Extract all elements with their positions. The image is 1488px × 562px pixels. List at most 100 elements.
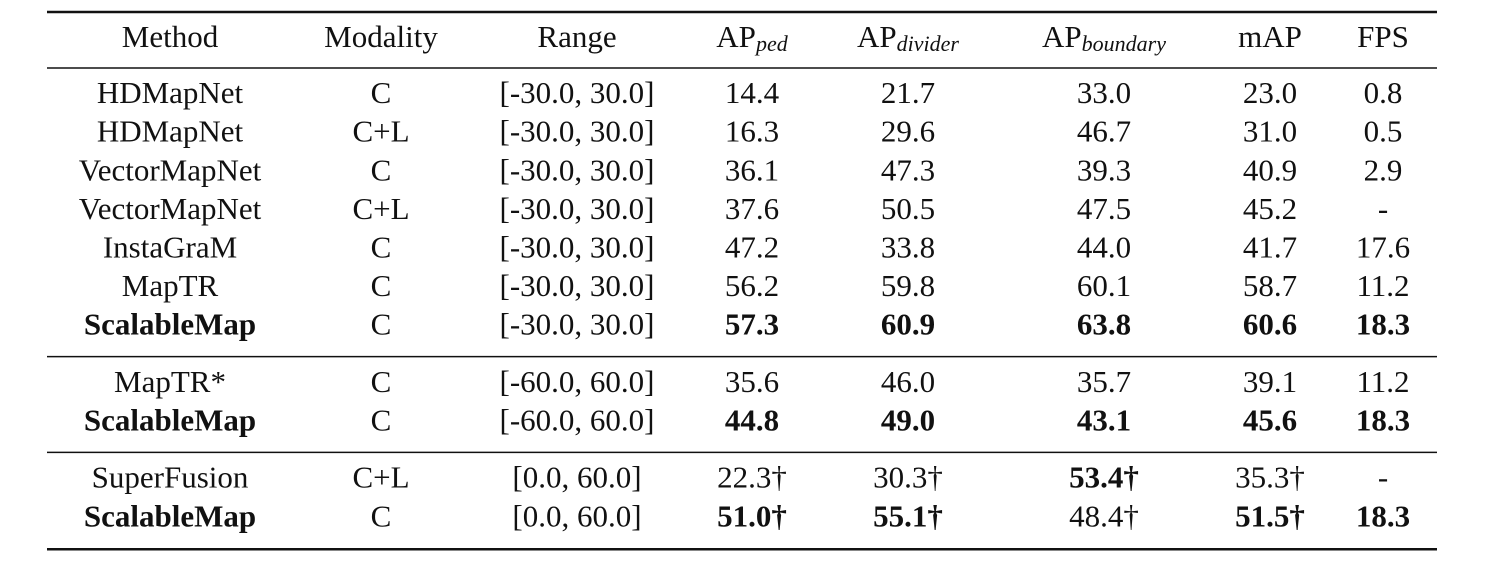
cell: 60.9 [881, 307, 935, 342]
cell: 21.7 [881, 75, 935, 110]
cell: 59.8 [881, 268, 935, 303]
cell: 35.6 [725, 364, 779, 399]
cell: [-30.0, 30.0] [500, 75, 655, 110]
cell: C+L [352, 191, 409, 226]
header-text: AP [857, 19, 897, 54]
cell: 46.7 [1077, 114, 1131, 149]
column-header: Method [122, 19, 219, 54]
cell: C [371, 364, 392, 399]
cell: 41.7 [1243, 230, 1297, 265]
cell: ScalableMap [84, 307, 256, 342]
column-header: APped [716, 19, 788, 56]
header-text: Modality [324, 19, 438, 54]
cell: 51.5† [1235, 498, 1305, 533]
cell: 45.6 [1243, 403, 1297, 438]
cell: 55.1† [873, 498, 943, 533]
cell: 45.2 [1243, 191, 1297, 226]
cell: C [371, 403, 392, 438]
cell: [-60.0, 60.0] [500, 364, 655, 399]
cell: 37.6 [725, 191, 779, 226]
cell: 18.3 [1356, 403, 1410, 438]
cell: 30.3† [873, 460, 943, 495]
cell: C [371, 230, 392, 265]
cell: - [1378, 460, 1388, 495]
header-subscript: boundary [1082, 31, 1167, 56]
header-text: Method [122, 19, 219, 54]
cell: 43.1 [1077, 403, 1131, 438]
cell: 36.1 [725, 152, 779, 187]
cell: [-30.0, 30.0] [500, 152, 655, 187]
cell: 33.0 [1077, 75, 1131, 110]
cell: 49.0 [881, 403, 935, 438]
header-text: mAP [1238, 19, 1302, 54]
cell: C [371, 498, 392, 533]
cell: 14.4 [725, 75, 780, 110]
header-text: FPS [1357, 19, 1409, 54]
cell: 58.7 [1243, 268, 1297, 303]
cell: C [371, 307, 392, 342]
cell: 11.2 [1356, 268, 1409, 303]
cell: 39.1 [1243, 364, 1297, 399]
cell: C+L [352, 460, 409, 495]
cell: 29.6 [881, 114, 935, 149]
cell: 60.6 [1243, 307, 1297, 342]
cell: [-30.0, 30.0] [500, 230, 655, 265]
cell: 56.2 [725, 268, 779, 303]
cell: 31.0 [1243, 114, 1297, 149]
cell: 53.4† [1069, 460, 1139, 495]
cell: 40.9 [1243, 152, 1297, 187]
cell: 2.9 [1364, 152, 1403, 187]
cell: 18.3 [1356, 307, 1410, 342]
cell: 44.0 [1077, 230, 1131, 265]
cell: 50.5 [881, 191, 935, 226]
header-text: Range [537, 19, 616, 54]
cell: C [371, 152, 392, 187]
cell: 51.0† [717, 498, 787, 533]
cell: 35.3† [1235, 460, 1305, 495]
cell: 33.8 [881, 230, 935, 265]
column-header: Modality [324, 19, 438, 54]
cell: 22.3† [717, 460, 787, 495]
cell: 47.3 [881, 152, 935, 187]
cell: 57.3 [725, 307, 779, 342]
cell: [-30.0, 30.0] [500, 191, 655, 226]
column-header: FPS [1357, 19, 1409, 54]
cell: [0.0, 60.0] [512, 498, 641, 533]
cell: VectorMapNet [79, 191, 262, 226]
cell: [-30.0, 30.0] [500, 307, 655, 342]
cell: HDMapNet [97, 75, 244, 110]
cell: C+L [352, 114, 409, 149]
cell: VectorMapNet [79, 152, 262, 187]
cell: 18.3 [1356, 498, 1410, 533]
cell: 11.2 [1356, 364, 1409, 399]
cell: 60.1 [1077, 268, 1131, 303]
cell: ScalableMap [84, 403, 256, 438]
column-header: mAP [1238, 19, 1302, 54]
cell: 47.2 [725, 230, 779, 265]
cell: 16.3 [725, 114, 779, 149]
cell: SuperFusion [92, 460, 249, 495]
cell: MapTR [122, 268, 219, 303]
cell: ScalableMap [84, 498, 256, 533]
cell: HDMapNet [97, 114, 244, 149]
cell: 48.4† [1069, 498, 1139, 533]
column-header: Range [537, 19, 616, 54]
cell: MapTR* [114, 364, 226, 399]
cell: InstaGraM [103, 230, 237, 265]
cell: [-30.0, 30.0] [500, 114, 655, 149]
header-text: AP [716, 19, 756, 54]
cell: 0.5 [1364, 114, 1403, 149]
cell: [0.0, 60.0] [512, 460, 641, 495]
cell: C [371, 75, 392, 110]
cell: [-60.0, 60.0] [500, 403, 655, 438]
header-subscript: ped [754, 31, 789, 56]
cell: 35.7 [1077, 364, 1131, 399]
cell: 17.6 [1356, 230, 1410, 265]
cell: 39.3 [1077, 152, 1131, 187]
cell: [-30.0, 30.0] [500, 268, 655, 303]
cell: 46.0 [881, 364, 935, 399]
column-header: APboundary [1042, 19, 1166, 56]
header-text: AP [1042, 19, 1082, 54]
cell: 23.0 [1243, 75, 1297, 110]
